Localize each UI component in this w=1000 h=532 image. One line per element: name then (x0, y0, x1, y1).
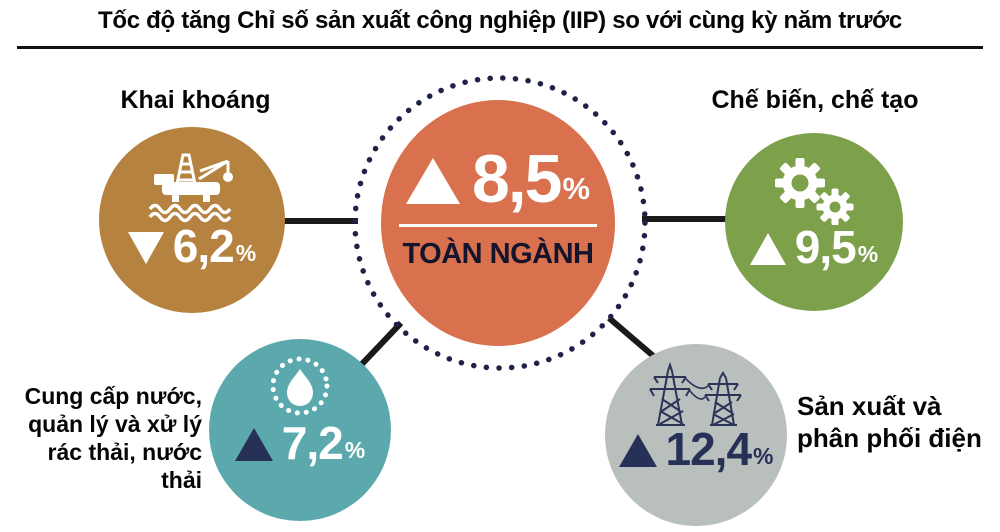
dotted-ring (352, 75, 648, 371)
power-towers-icon (649, 361, 742, 426)
up-triangle-icon (405, 157, 460, 204)
water-value: 7,2 % (234, 417, 366, 469)
sector-label-manufacturing: Chế biến, chế tạo (711, 86, 919, 114)
electricity-value-number: 12,4 (665, 423, 753, 475)
water-circle: 7,2 % (209, 339, 391, 521)
manufacturing-value-number: 9,5 (794, 221, 857, 273)
water-drop-icon (270, 356, 330, 416)
gears-icon (775, 158, 854, 225)
down-triangle-icon (127, 231, 164, 264)
up-triangle-icon (749, 232, 786, 265)
page-title: Tốc độ tăng Chỉ số sản xuất công nghiệp … (98, 7, 902, 34)
sector-label-electricity: Sản xuất và phân phối điện (797, 391, 982, 453)
total-industry-value: 8,5 % (405, 141, 591, 217)
sector-label-mining: Khai khoáng (120, 86, 271, 114)
mining-percent-sign: % (235, 239, 257, 266)
up-triangle-icon (234, 427, 273, 461)
electricity-percent-sign: % (753, 442, 774, 469)
sector-label-water: Cung cấp nước, quản lý và xử lý rác thải… (24, 383, 202, 494)
total-industry-label: TOÀN NGÀNH (402, 237, 594, 270)
water-percent-sign: % (344, 436, 366, 463)
water-value-number: 7,2 (281, 417, 344, 469)
manufacturing-percent-sign: % (857, 240, 879, 267)
center-divider (399, 223, 597, 227)
connector-bottom-left (359, 320, 404, 367)
mining-value: 6,2 % (127, 220, 257, 272)
manufacturing-value: 9,5 % (749, 221, 879, 273)
total-industry-circle: 8,5 % TOÀN NGÀNH (381, 100, 615, 346)
electricity-circle: 12,4 % (605, 344, 787, 526)
oil-rig-icon (148, 153, 233, 223)
manufacturing-circle: 9,5 % (725, 133, 903, 311)
mining-value-number: 6,2 (172, 220, 235, 272)
total-value-number: 8,5 (471, 141, 563, 217)
connector-bottom-right (607, 315, 660, 363)
title-rule (17, 46, 983, 49)
up-triangle-icon (618, 433, 657, 467)
total-percent-sign: % (562, 170, 591, 206)
electricity-value: 12,4 % (618, 423, 774, 475)
mining-circle: 6,2 % (99, 127, 285, 313)
